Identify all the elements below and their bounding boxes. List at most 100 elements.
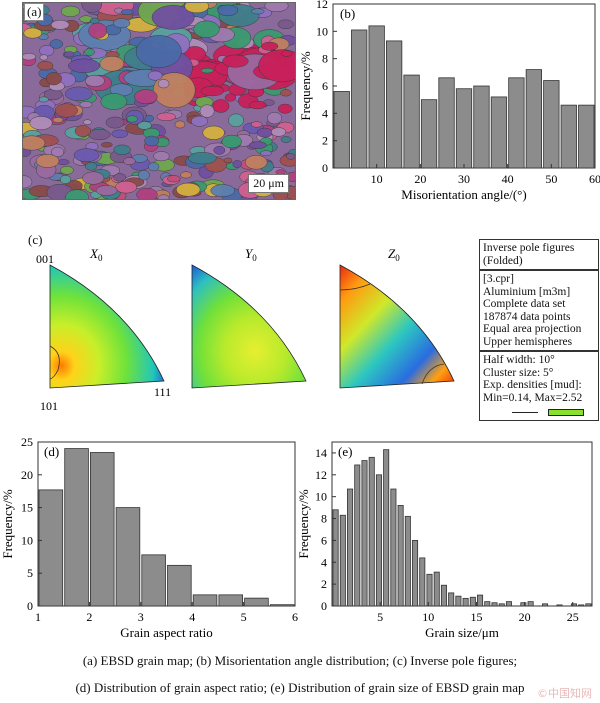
grain [217, 4, 239, 17]
grain [23, 135, 46, 151]
ipf-x0-contour [49, 345, 60, 380]
grain [244, 155, 268, 170]
grain [157, 79, 170, 89]
bar [386, 40, 403, 169]
grain [82, 171, 105, 185]
x-tick-label: 3 [138, 610, 144, 624]
grain [64, 86, 93, 102]
bar [141, 554, 166, 607]
bar [556, 604, 563, 607]
legend-line: Cluster size: 5° [483, 366, 554, 379]
grain [156, 112, 176, 122]
legend-line: (Folded) [483, 254, 523, 267]
grain [180, 171, 192, 179]
y-tick-label: 25 [21, 435, 33, 449]
grain [280, 50, 293, 57]
grain [271, 127, 287, 137]
grain [105, 116, 125, 129]
y-axis-label: Frequency/% [300, 51, 313, 120]
bar [419, 557, 426, 607]
figure-caption-line-1: (a) EBSD grain map; (b) Misorientation a… [82, 653, 518, 668]
grain [74, 125, 91, 137]
grain [63, 51, 75, 58]
grain [49, 39, 64, 49]
grain [73, 148, 100, 162]
grain [136, 187, 158, 199]
ipf-y0 [191, 264, 307, 389]
y-tick-label: 12 [315, 468, 327, 482]
bar [167, 564, 192, 607]
bar [361, 460, 368, 607]
grain [111, 129, 129, 138]
ipf-label-001: 001 [36, 252, 54, 266]
bar [491, 602, 498, 607]
grain [199, 104, 215, 118]
grain [113, 173, 127, 182]
grain [23, 27, 43, 39]
bar [403, 74, 420, 169]
grain [138, 169, 150, 181]
figure-caption-line-2: (d) Distribution of grain aspect ratio; … [75, 680, 525, 695]
grain [193, 20, 220, 38]
grain [264, 3, 289, 13]
grain [79, 101, 93, 108]
x-tick-label: 6 [292, 610, 298, 624]
grain [191, 115, 209, 127]
bar [433, 571, 440, 607]
grain [147, 70, 163, 81]
grain [134, 89, 158, 105]
y-axis-label: Frequency/% [0, 489, 15, 558]
ipf-z0 [339, 264, 455, 389]
bar [244, 597, 269, 607]
x-tick-label: 20 [519, 610, 531, 624]
grain [260, 150, 272, 157]
y-tick-label: 4 [322, 106, 328, 120]
x-tick-label: 15 [470, 610, 482, 624]
grain [232, 160, 242, 169]
grain [167, 175, 181, 183]
grain [256, 127, 273, 138]
ipf-title-x: X0 [89, 246, 103, 263]
bar [383, 449, 390, 607]
grain [210, 184, 235, 197]
x-tick-label: 1 [35, 610, 41, 624]
bar [440, 584, 447, 607]
x-tick-label: 10 [371, 172, 383, 186]
bar [542, 603, 549, 607]
y-tick-label: 14 [315, 446, 327, 460]
y-tick-label: 0 [27, 599, 33, 613]
bar [508, 77, 525, 169]
bar [420, 99, 438, 169]
legend-line: Upper hemispheres [483, 335, 573, 348]
y-tick-label: 6 [321, 533, 327, 547]
inverse-pole-figures: X0 Y0 Z0 001 101 111 [36, 246, 455, 413]
grain [258, 49, 295, 83]
legend-line: Inverse pole figures [483, 242, 575, 254]
bar [115, 507, 141, 607]
grain [99, 55, 125, 72]
grain [280, 89, 292, 97]
bar [543, 80, 560, 169]
bar [527, 601, 534, 607]
grain [157, 194, 170, 199]
x-tick-label: 40 [502, 172, 514, 186]
watermark: ©中国知网 [537, 687, 592, 700]
x-tick-label: 10 [422, 610, 434, 624]
grain [267, 111, 283, 125]
bar [38, 489, 64, 607]
bar [455, 595, 462, 607]
grain [213, 145, 226, 155]
bar [218, 594, 243, 607]
bar [462, 597, 469, 607]
y-tick-label: 8 [322, 52, 328, 66]
bar [578, 604, 585, 607]
ipf-legend-info: [3.cpr] Aluminium [m3m] Complete data se… [479, 270, 599, 351]
grain [100, 93, 128, 110]
x-tick-label: 20 [414, 172, 426, 186]
grain [81, 3, 103, 13]
x-tick-label: 50 [545, 172, 557, 186]
grain [176, 182, 201, 197]
grain [23, 175, 33, 189]
legend-line: Exp. densities [mud]: [483, 379, 582, 391]
panel-label: (d) [44, 444, 59, 459]
